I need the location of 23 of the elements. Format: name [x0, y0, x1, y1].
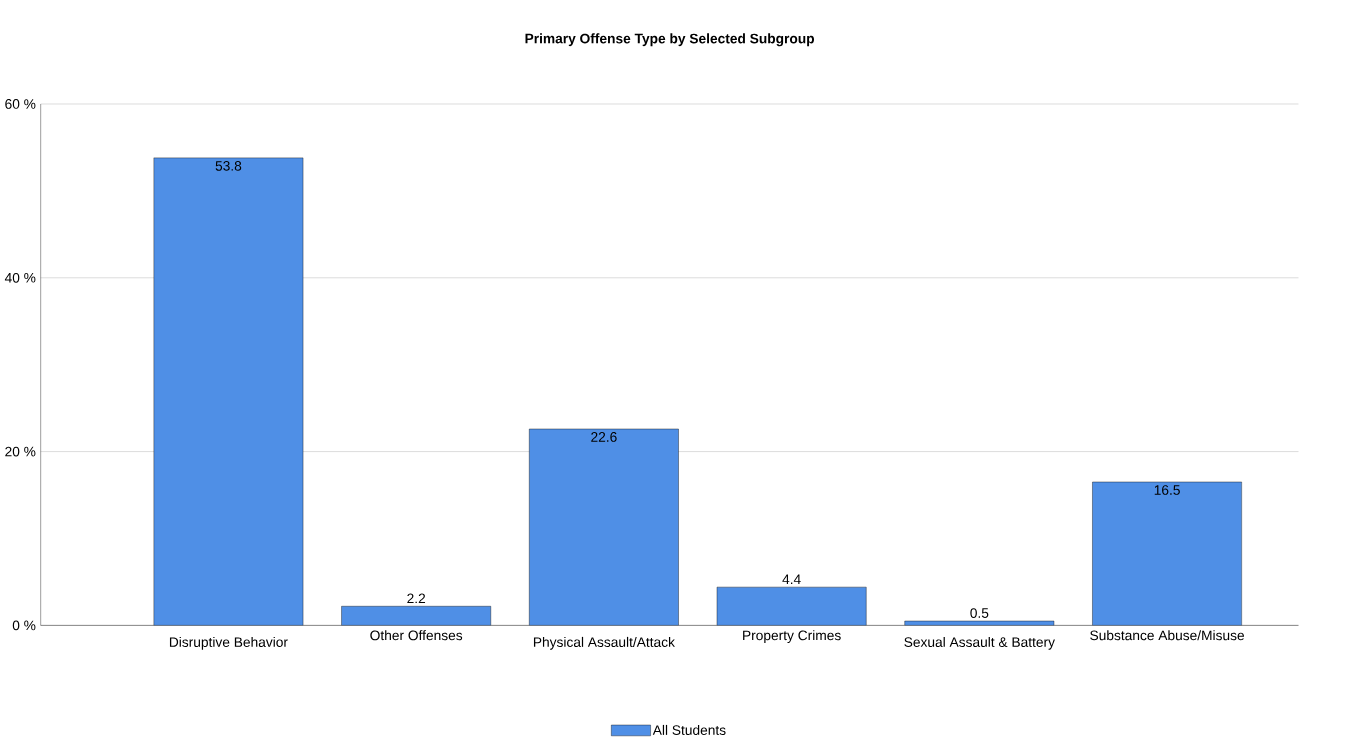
data-label: 0.5: [970, 608, 989, 618]
y-tick-label: 20 %: [5, 446, 36, 457]
data-label: 16.5: [1154, 485, 1180, 495]
x-tick-label: Property Crimes: [743, 630, 841, 644]
bar: [529, 429, 679, 626]
data-label: 2.2: [407, 593, 426, 604]
bar: [1092, 481, 1242, 626]
x-tick-label: Physical Assault/Attack: [533, 636, 675, 650]
y-tick-label: 40 %: [4, 272, 36, 283]
legend-label: All Students: [652, 724, 726, 736]
chart-title: Primary Offense Type by Selected Subgroup: [525, 33, 815, 47]
bar: [341, 606, 491, 626]
bar: [153, 157, 304, 626]
x-tick-label: Disruptive Behavior: [169, 636, 288, 650]
x-tick-label: Other Offenses: [370, 630, 463, 641]
bar: [717, 587, 867, 626]
x-tick-label: Sexual Assault & Battery: [904, 636, 1055, 650]
data-label: 53.8: [215, 161, 242, 171]
y-tick-label: 0 %: [12, 620, 36, 631]
data-label: 22.6: [591, 432, 617, 442]
data-label: 4.4: [782, 574, 801, 585]
x-tick-label: Substance Abuse/Misuse: [1090, 630, 1245, 641]
y-tick-label: 60 %: [5, 99, 36, 109]
